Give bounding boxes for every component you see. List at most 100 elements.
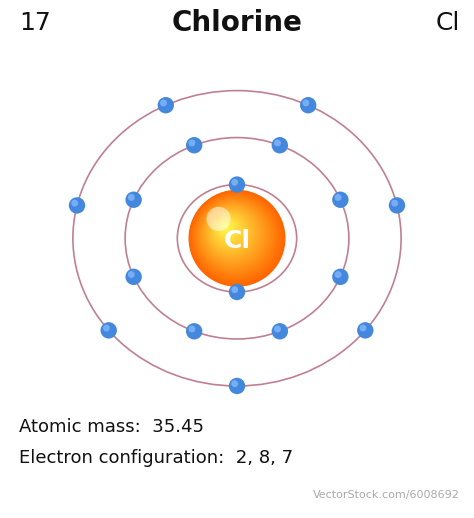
Circle shape <box>205 206 258 260</box>
Circle shape <box>206 207 256 257</box>
Text: VectorStock: VectorStock <box>19 487 113 502</box>
Circle shape <box>217 218 238 239</box>
Circle shape <box>220 221 233 234</box>
Circle shape <box>204 206 259 261</box>
Circle shape <box>231 380 238 387</box>
Circle shape <box>391 199 398 207</box>
Circle shape <box>195 196 274 276</box>
Circle shape <box>211 212 248 249</box>
Circle shape <box>189 191 284 286</box>
Circle shape <box>221 223 231 232</box>
Circle shape <box>224 225 226 227</box>
Circle shape <box>198 199 270 271</box>
Circle shape <box>201 203 264 266</box>
Circle shape <box>191 193 281 282</box>
Circle shape <box>274 326 281 333</box>
Circle shape <box>272 323 288 339</box>
Text: Atomic mass:  35.45: Atomic mass: 35.45 <box>19 418 204 436</box>
Circle shape <box>229 378 245 394</box>
Circle shape <box>200 202 266 268</box>
Circle shape <box>231 179 238 186</box>
Circle shape <box>126 269 142 285</box>
Circle shape <box>223 224 228 229</box>
Circle shape <box>209 210 251 252</box>
Circle shape <box>160 99 167 106</box>
Circle shape <box>360 325 366 332</box>
Circle shape <box>189 139 195 147</box>
Circle shape <box>389 197 405 213</box>
Circle shape <box>274 139 281 147</box>
Circle shape <box>197 198 271 272</box>
Circle shape <box>229 176 245 193</box>
Circle shape <box>229 284 245 300</box>
Circle shape <box>272 137 288 153</box>
Circle shape <box>300 97 317 113</box>
Circle shape <box>211 213 247 249</box>
Circle shape <box>302 99 310 106</box>
Circle shape <box>203 204 261 263</box>
Circle shape <box>218 219 237 238</box>
Circle shape <box>126 192 142 208</box>
Circle shape <box>335 271 342 278</box>
Circle shape <box>210 211 250 251</box>
Circle shape <box>198 199 269 270</box>
Circle shape <box>202 203 263 265</box>
Text: VectorStock.com/6008692: VectorStock.com/6008692 <box>313 490 460 500</box>
Circle shape <box>192 193 280 281</box>
Circle shape <box>213 214 244 246</box>
Circle shape <box>190 191 283 285</box>
Text: Cl: Cl <box>436 11 460 35</box>
Circle shape <box>207 208 255 256</box>
Circle shape <box>191 192 282 283</box>
Circle shape <box>215 216 242 243</box>
Circle shape <box>201 202 265 267</box>
Circle shape <box>193 195 277 279</box>
Circle shape <box>207 209 254 255</box>
Circle shape <box>332 192 348 208</box>
Circle shape <box>215 217 241 242</box>
Circle shape <box>128 194 135 201</box>
Circle shape <box>200 200 267 268</box>
Text: Electron configuration:  2, 8, 7: Electron configuration: 2, 8, 7 <box>19 449 293 467</box>
Circle shape <box>209 210 252 253</box>
Circle shape <box>196 197 273 275</box>
Circle shape <box>186 323 202 339</box>
Circle shape <box>214 215 243 244</box>
Circle shape <box>206 207 257 258</box>
Circle shape <box>128 271 135 278</box>
Circle shape <box>220 222 232 233</box>
Circle shape <box>213 214 245 247</box>
Circle shape <box>204 205 260 262</box>
Text: Chlorine: Chlorine <box>172 9 302 37</box>
Circle shape <box>210 212 249 250</box>
Circle shape <box>335 194 342 201</box>
Circle shape <box>186 137 202 153</box>
Circle shape <box>199 200 268 269</box>
Circle shape <box>193 194 278 280</box>
Circle shape <box>219 221 234 235</box>
Circle shape <box>218 220 236 237</box>
Circle shape <box>207 207 231 231</box>
Circle shape <box>332 269 348 285</box>
Text: 17: 17 <box>19 11 51 35</box>
Circle shape <box>189 326 195 333</box>
Circle shape <box>212 213 246 248</box>
Circle shape <box>196 198 273 274</box>
Circle shape <box>357 322 374 339</box>
Circle shape <box>219 220 235 236</box>
Circle shape <box>222 224 229 230</box>
Circle shape <box>224 225 227 228</box>
Circle shape <box>231 286 238 293</box>
Circle shape <box>194 196 275 277</box>
Circle shape <box>202 204 262 264</box>
Circle shape <box>189 190 285 287</box>
Circle shape <box>100 322 117 339</box>
Circle shape <box>194 195 276 278</box>
Circle shape <box>208 209 253 254</box>
Circle shape <box>216 217 240 241</box>
Text: Cl: Cl <box>224 229 250 253</box>
Circle shape <box>191 192 283 284</box>
Circle shape <box>71 199 78 207</box>
Circle shape <box>69 197 85 213</box>
Circle shape <box>222 223 230 231</box>
